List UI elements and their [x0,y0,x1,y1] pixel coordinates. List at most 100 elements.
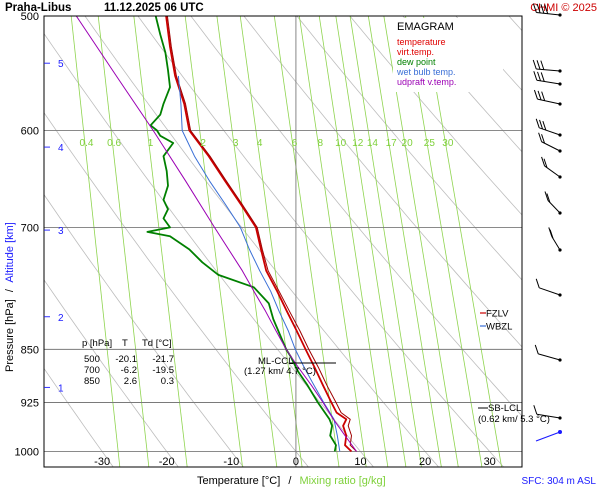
ml-ccl-detail: (1.27 km/ 4.7 °C) [244,366,316,377]
sounding-datetime: 11.12.2025 06 UTC [104,2,204,14]
dry-adiabat [402,16,522,153]
altitude-tick-label: 2 [58,313,64,324]
dry-adiabat [538,0,600,482]
altitude-tick-label: 4 [58,143,64,154]
temperature-tick-label: -10 [223,456,239,468]
barb-feather [543,158,548,168]
barb-feather [537,71,542,82]
x-label-sep: / [288,475,292,487]
barb-feather [533,71,538,81]
mixing-ratio-line [133,16,188,467]
pressure-tick-label: 1000 [15,446,39,458]
dry-adiabats [44,0,600,482]
series-dew-point [146,16,337,452]
pressure-ticks: 500 600 700 850 925 1000 [15,11,39,458]
barb-station-dot [558,358,562,362]
table-cell: 700 [84,365,100,376]
barb-staff [537,98,561,105]
barb-staff [544,165,561,178]
mixing-ratio-line [318,16,389,467]
mixing-ratio-label: 6 [292,138,298,149]
mixing-ratio-line [70,16,121,467]
barb-staff [535,431,561,442]
sb-lcl-label: SB-LCL [488,403,521,414]
barb-staff [536,413,561,419]
barb-staff [541,141,561,152]
barb-station-dot [558,149,562,153]
barb-feather [535,278,540,288]
mixing-ratio-line [216,16,278,467]
barb-station-dot [558,248,562,252]
legend-item: dew point [397,57,436,67]
dry-adiabat [296,16,522,281]
temperature-tick-label: 10 [354,456,366,468]
dry-adiabat [349,16,522,216]
wind-barb [533,405,562,420]
station-name: Praha-Libus [5,2,71,14]
wind-barb [541,156,562,179]
pressure-tick-label: 850 [21,344,39,356]
mixing-ratio-label: 0.4 [80,138,94,149]
altitude-tick-label: 3 [58,226,64,237]
mixing-ratio-line [349,16,422,467]
wind-barb [535,278,562,297]
temperature-tick-label: 0 [293,456,299,468]
mixing-ratio-line [367,16,442,467]
barb-feather [534,344,539,355]
table-cell: 2.6 [124,376,137,387]
wind-barb [534,344,562,362]
profile-series [75,16,358,453]
series-virt-temp [166,16,357,452]
table-cell: -21.7 [152,354,174,365]
wind-barb [544,191,562,215]
mixing-ratio-label: 0.6 [107,138,121,149]
dry-adiabat [137,16,505,467]
pressure-tick-label: 600 [21,126,39,138]
barb-station-dot [558,69,562,73]
freezing-levels: FZLV WBZL [480,309,512,333]
barb-station-dot [558,133,562,137]
altitude-tick-label: 1 [58,383,64,394]
barb-feather [542,120,547,131]
dry-adiabat [44,112,309,467]
barb-feather [536,60,541,70]
table-cell: -6.2 [121,365,137,376]
mixing-ratio-line [335,16,407,467]
altitude-ticks: 1 2 3 4 5 [44,59,64,394]
wind-barb [535,430,562,442]
dry-adiabat [84,16,440,467]
table-cell: 0.3 [161,376,174,387]
temperature-ticks: -30 -20 -10 0 10 20 30 [94,456,496,468]
mixing-ratio-line [97,16,150,467]
mixing-ratio-label: 10 [335,138,347,149]
level-label: FZLV [486,309,509,320]
barb-station-dot [558,416,562,420]
dry-adiabat [591,0,600,482]
mixing-ratio-label: 17 [386,138,398,149]
barb-feather [544,191,549,201]
table-header-p: p [hPa] [82,338,112,349]
mixing-ratio-line [298,16,367,467]
barb-feather [549,229,554,239]
barb-staff [539,287,561,296]
barb-station-dot [558,293,562,297]
barb-feather [539,119,544,130]
barb-feather [533,405,538,415]
barb-staff [547,200,561,214]
mixing-ratio-line [184,16,243,467]
table-cell: -19.5 [152,365,174,376]
series-temperature [165,16,353,453]
barb-feather [540,4,545,14]
dry-adiabat [243,16,522,348]
series-udpraft-v-temp [75,16,358,452]
plot-frame [43,15,523,468]
y-label-altitude: Altitude [km] [4,222,16,283]
barb-feather [532,59,537,70]
barb-feather [541,134,546,144]
mixing-ratio-label: 20 [402,138,414,149]
legend-item: temperature [397,37,446,47]
mixing-ratio-label: 30 [442,138,454,149]
legend-item: udpraft v.temp. [397,77,456,87]
